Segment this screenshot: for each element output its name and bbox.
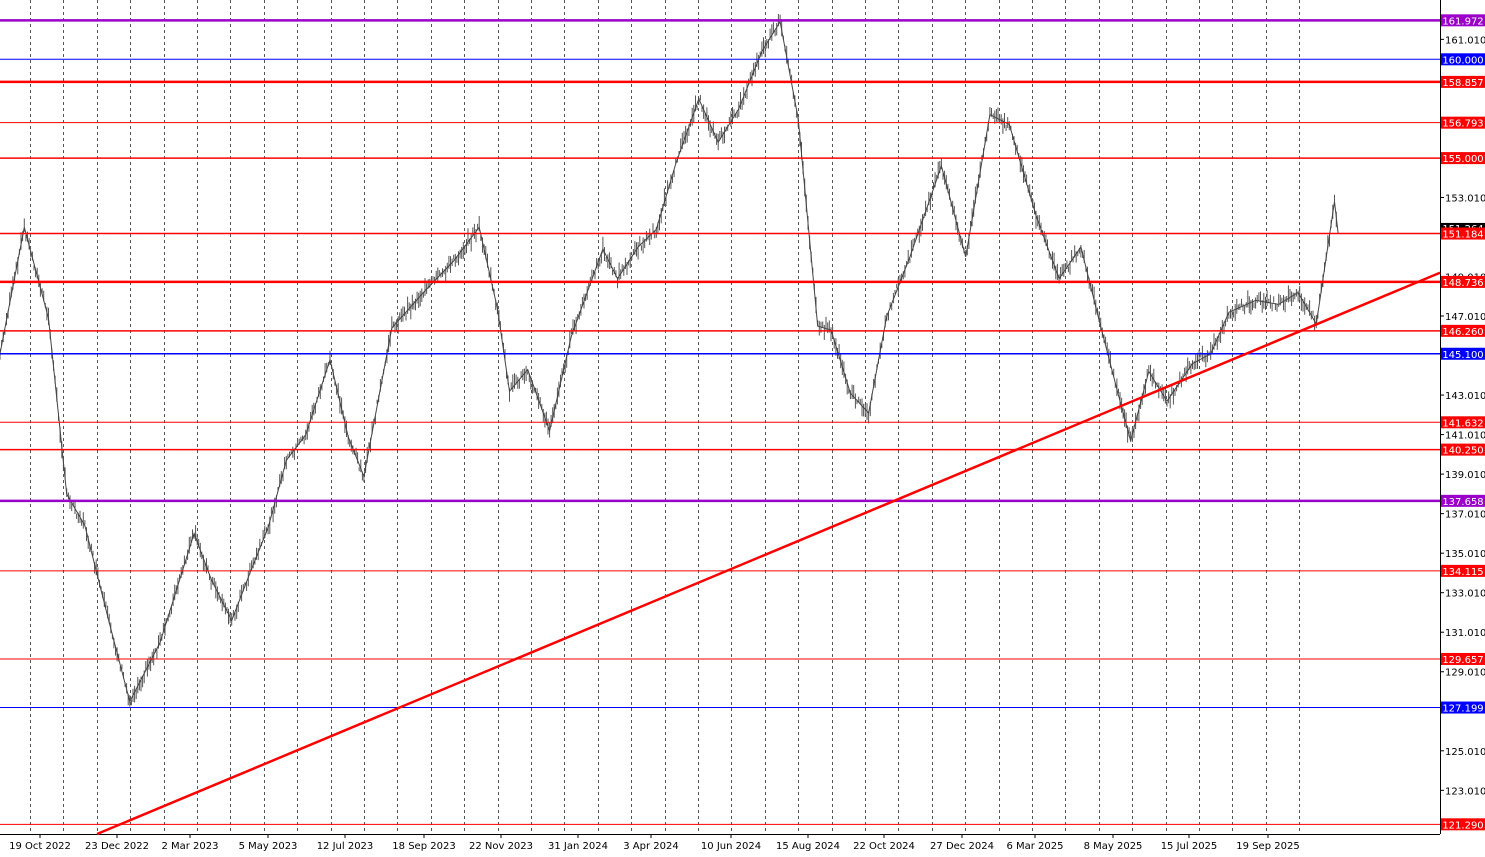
level-label-4: 155.000 — [1442, 154, 1483, 165]
level-tag-13 — [1441, 652, 1485, 665]
y-tick-label-13: 123.010 — [1445, 786, 1485, 797]
y-tick-label-10: 131.010 — [1445, 628, 1485, 639]
y-tick-label-1: 153.010 — [1445, 193, 1485, 204]
level-label-0: 161.972 — [1442, 16, 1483, 27]
y-tick-label-6: 139.010 — [1445, 470, 1485, 481]
level-label-14: 127.199 — [1442, 704, 1483, 715]
level-label-15: 121.290 — [1442, 820, 1483, 831]
x-tick-label-12: 27 Dec 2024 — [930, 841, 994, 852]
x-tick-label-9: 10 Jun 2024 — [701, 841, 761, 852]
level-tag-8 — [1441, 347, 1485, 360]
level-label-2: 158.857 — [1442, 78, 1483, 89]
x-tick-label-4: 12 Jul 2023 — [317, 841, 374, 852]
x-tick-label-15: 15 Jul 2025 — [1161, 841, 1218, 852]
level-label-9: 141.632 — [1442, 418, 1483, 429]
y-tick-label-0: 161.010 — [1445, 35, 1485, 46]
level-label-1: 160.000 — [1442, 55, 1483, 66]
level-tag-6 — [1441, 275, 1485, 288]
x-tick-label-10: 15 Aug 2024 — [776, 841, 840, 852]
level-label-3: 156.793 — [1442, 119, 1483, 130]
level-label-10: 140.250 — [1442, 446, 1483, 457]
y-tick-label-7: 137.010 — [1445, 510, 1485, 521]
level-label-7: 146.260 — [1442, 327, 1483, 338]
level-label-13: 129.657 — [1442, 655, 1483, 666]
level-tag-11 — [1441, 494, 1485, 507]
y-tick-label-8: 135.010 — [1445, 549, 1485, 560]
y-tick-label-11: 129.010 — [1445, 668, 1485, 679]
level-tag-14 — [1441, 701, 1485, 714]
level-tag-12 — [1441, 564, 1485, 577]
level-label-6: 148.736 — [1442, 278, 1483, 289]
level-tag-15 — [1441, 818, 1485, 831]
y-tick-label-12: 125.010 — [1445, 747, 1485, 758]
x-tick-label-14: 8 May 2025 — [1084, 841, 1143, 852]
trendline — [96, 271, 1441, 836]
x-tick-label-7: 31 Jan 2024 — [548, 841, 608, 852]
x-tick-label-13: 6 Mar 2025 — [1006, 841, 1063, 852]
level-label-11: 137.658 — [1442, 497, 1483, 508]
x-tick-label-8: 3 Apr 2024 — [623, 841, 678, 852]
y-tick-label-3: 147.010 — [1445, 312, 1485, 323]
x-tick-label-3: 5 May 2023 — [239, 841, 298, 852]
y-tick-label-4: 143.010 — [1445, 391, 1485, 402]
price-series-line — [0, 20, 1339, 703]
x-tick-label-1: 23 Dec 2022 — [85, 841, 149, 852]
level-tag-4 — [1441, 152, 1485, 165]
y-tick-label-9: 133.010 — [1445, 589, 1485, 600]
level-tag-2 — [1441, 75, 1485, 88]
level-label-151-top: 151.184 — [1442, 230, 1483, 241]
level-tag-3 — [1441, 116, 1485, 129]
level-tag-10 — [1441, 443, 1485, 456]
x-tick-label-2: 2 Mar 2023 — [161, 841, 218, 852]
x-tick-label-5: 18 Sep 2023 — [392, 841, 455, 852]
x-tick-label-16: 19 Sep 2025 — [1236, 841, 1299, 852]
level-label-8: 145.100 — [1442, 350, 1483, 361]
x-tick-label-0: 19 Oct 2022 — [9, 841, 71, 852]
level-tag-0 — [1441, 14, 1485, 27]
level-tag-7 — [1441, 324, 1485, 337]
x-tick-label-6: 22 Nov 2023 — [469, 841, 533, 852]
level-tag-1 — [1441, 53, 1485, 66]
level-tag-9 — [1441, 416, 1485, 429]
x-tick-label-11: 22 Oct 2024 — [853, 841, 915, 852]
level-tag-151-top — [1441, 227, 1485, 240]
level-label-12: 134.115 — [1442, 567, 1483, 578]
y-tick-label-5: 141.010 — [1445, 431, 1485, 442]
